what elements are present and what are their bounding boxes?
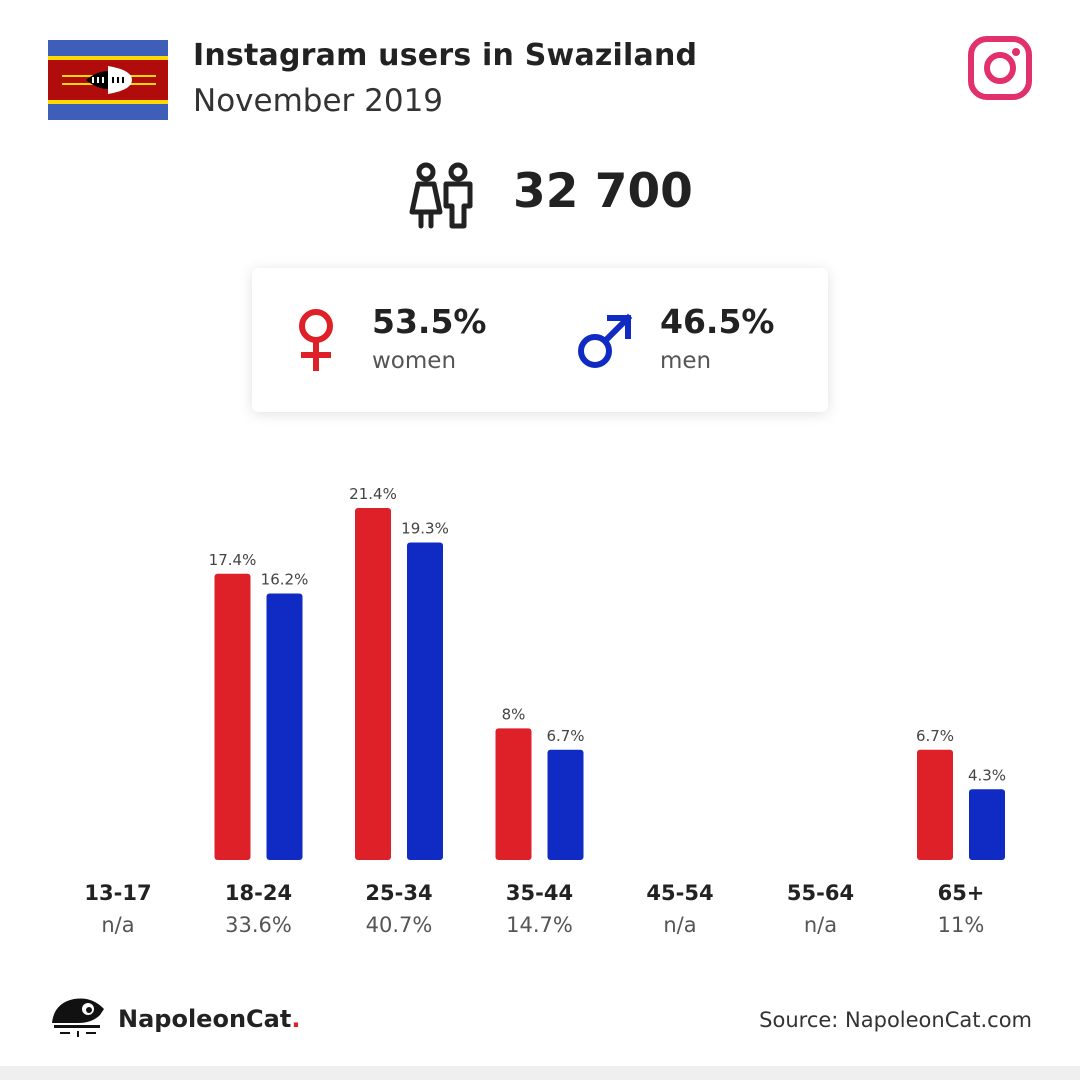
gender-split-card: 53.5% women 46.5% men	[252, 268, 828, 412]
category-total-45-54: n/a	[663, 913, 696, 937]
bar-men-18-24	[266, 593, 303, 860]
instagram-icon	[968, 36, 1032, 100]
bar-label-men-25-34: 19.3%	[401, 520, 449, 538]
category-total-18-24: 33.6%	[225, 913, 292, 937]
bar-women-35-44	[495, 728, 532, 860]
bar-label-women-65+: 6.7%	[916, 727, 954, 745]
brand-name: NapoleonCat.	[118, 1005, 300, 1033]
total-users-value: 32 700	[513, 164, 693, 219]
bar-women-18-24	[214, 573, 251, 860]
bar-label-men-35-44: 6.7%	[546, 727, 584, 745]
women-label: women	[372, 348, 457, 374]
bar-label-women-18-24: 17.4%	[209, 551, 257, 569]
category-total-35-44: 14.7%	[506, 913, 573, 937]
swaziland-flag-icon	[48, 40, 168, 120]
bar-label-women-35-44: 8%	[502, 705, 526, 723]
bottom-strip	[0, 1066, 1080, 1080]
x-tick-label-65+: 65+	[938, 881, 985, 905]
men-percentage: 46.5%	[660, 302, 775, 341]
x-tick-label-13-17: 13-17	[84, 881, 151, 905]
x-tick-label-18-24: 18-24	[225, 881, 292, 905]
category-total-25-34: 40.7%	[366, 913, 433, 937]
men-label: men	[660, 348, 712, 374]
age-gender-bar-chart: 13-17 n/a 17.4%16.2% 18-24 33.6% 21.4%19.3% 25…	[84, 485, 1006, 937]
brand-dot: .	[291, 1005, 301, 1033]
female-symbol-icon	[299, 309, 333, 371]
page-subtitle: November 2019	[193, 83, 444, 119]
users-icon	[409, 162, 473, 229]
x-tick-label-55-64: 55-64	[787, 881, 854, 905]
bar-men-35-44	[547, 749, 584, 860]
x-tick-label-45-54: 45-54	[646, 881, 713, 905]
brand-name-text: NapoleonCat	[118, 1005, 292, 1033]
x-tick-label-35-44: 35-44	[506, 881, 573, 905]
bar-label-men-65+: 4.3%	[968, 766, 1006, 784]
category-total-55-64: n/a	[804, 913, 837, 937]
male-symbol-icon	[578, 313, 633, 368]
women-percentage: 53.5%	[372, 302, 487, 341]
bar-women-25-34	[355, 508, 391, 860]
bar-men-25-34	[407, 542, 443, 860]
bar-men-65+	[969, 789, 1005, 860]
page-title: Instagram users in Swaziland	[193, 38, 698, 73]
bar-women-65+	[917, 749, 953, 860]
napoleoncat-icon	[52, 998, 104, 1037]
source-credit: Source: NapoleonCat.com	[759, 1008, 1032, 1032]
category-total-13-17: n/a	[101, 913, 134, 937]
x-tick-label-25-34: 25-34	[365, 881, 432, 905]
bar-label-men-18-24: 16.2%	[261, 571, 309, 589]
bar-label-women-25-34: 21.4%	[349, 485, 397, 503]
category-total-65+: 11%	[938, 913, 985, 937]
